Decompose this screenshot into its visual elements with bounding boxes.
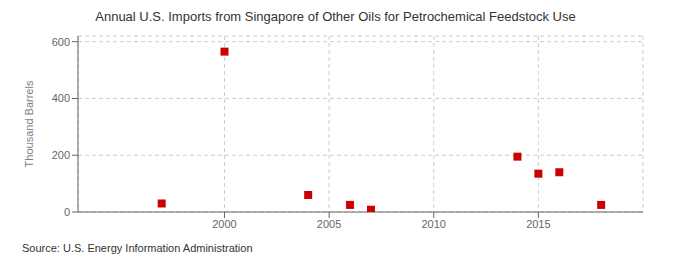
svg-text:2015: 2015 — [526, 218, 550, 230]
svg-text:600: 600 — [52, 36, 70, 48]
svg-text:200: 200 — [52, 149, 70, 161]
svg-text:2005: 2005 — [317, 218, 341, 230]
svg-text:Thousand Barrels: Thousand Barrels — [23, 80, 35, 167]
html-text:Annual U.S. Imports from Singa: Annual U.S. Imports from Singapore of Ot… — [95, 9, 576, 24]
svg-text:2010: 2010 — [421, 218, 445, 230]
html-text:Source: U.S. Energy Informatio: Source: U.S. Energy Information Administ… — [22, 242, 253, 254]
svg-text:400: 400 — [52, 92, 70, 104]
svg-text:0: 0 — [64, 206, 70, 218]
svg-text:2000: 2000 — [212, 218, 236, 230]
